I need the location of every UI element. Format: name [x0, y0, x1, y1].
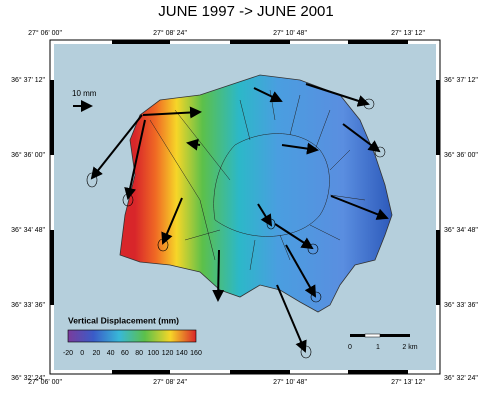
latitude-label: 36° 34' 48" [11, 226, 45, 234]
displacement-arrows [86, 83, 389, 359]
island [119, 74, 393, 313]
longitude-label: 27° 06' 00" [28, 378, 62, 386]
scale-label: 1 [376, 344, 380, 351]
latitude-label: 36° 36' 00" [11, 151, 45, 159]
latitude-label: 36° 37' 12" [11, 76, 45, 84]
reference-arrow-label: 10 mm [72, 89, 97, 98]
latitude-label: 36° 36' 00" [444, 151, 478, 159]
latitude-label: 36° 33' 36" [11, 301, 45, 309]
longitude-label: 27° 10' 48" [273, 29, 307, 37]
scale-bar [350, 333, 410, 338]
scale-label: 2 km [402, 344, 417, 351]
colorbar-tick-label: 0 [80, 350, 84, 357]
latitude-label: 36° 34' 48" [444, 226, 478, 234]
colorbar-tick-label: 40 [107, 350, 115, 357]
caldera-rim [213, 133, 330, 237]
latitude-label: 36° 32' 24" [444, 374, 478, 382]
colorbar-tick-label: 120 [162, 350, 174, 357]
colorbar-title: Vertical Displacement (mm) [68, 315, 179, 325]
colorbar-tick-label: 80 [135, 350, 143, 357]
colorbar-tick-label: -20 [63, 350, 73, 357]
scale-label: 0 [348, 344, 352, 351]
latitude-label: 36° 37' 12" [444, 76, 478, 84]
coordinate-labels: 27° 06' 00" 27° 06' 00" 27° 08' 24" 27° 08'… [11, 29, 478, 386]
longitude-label: 27° 06' 00" [28, 29, 62, 37]
longitude-label: 27° 13' 12" [391, 378, 425, 386]
colorbar-tick-label: 100 [147, 350, 159, 357]
colorbar-tick-label: 160 [190, 350, 202, 357]
latitude-label: 36° 33' 36" [444, 301, 478, 309]
longitude-label: 27° 08' 24" [153, 29, 187, 37]
longitude-label: 27° 13' 12" [391, 29, 425, 37]
colorbar-ticks: -20 0 20 40 60 80 100 120 140 160 [63, 350, 202, 357]
colorbar-tick-label: 20 [93, 350, 101, 357]
longitude-label: 27° 08' 24" [153, 378, 187, 386]
colorbar [67, 329, 197, 343]
map-title: JUNE 1997 -> JUNE 2001 [158, 3, 334, 20]
colorbar-tick-label: 140 [176, 350, 188, 357]
frame-ticks [50, 40, 440, 374]
longitude-label: 27° 10' 48" [273, 378, 307, 386]
latitude-label: 36° 32' 24" [11, 374, 45, 382]
colorbar-tick-label: 60 [121, 350, 129, 357]
faults [149, 89, 366, 271]
